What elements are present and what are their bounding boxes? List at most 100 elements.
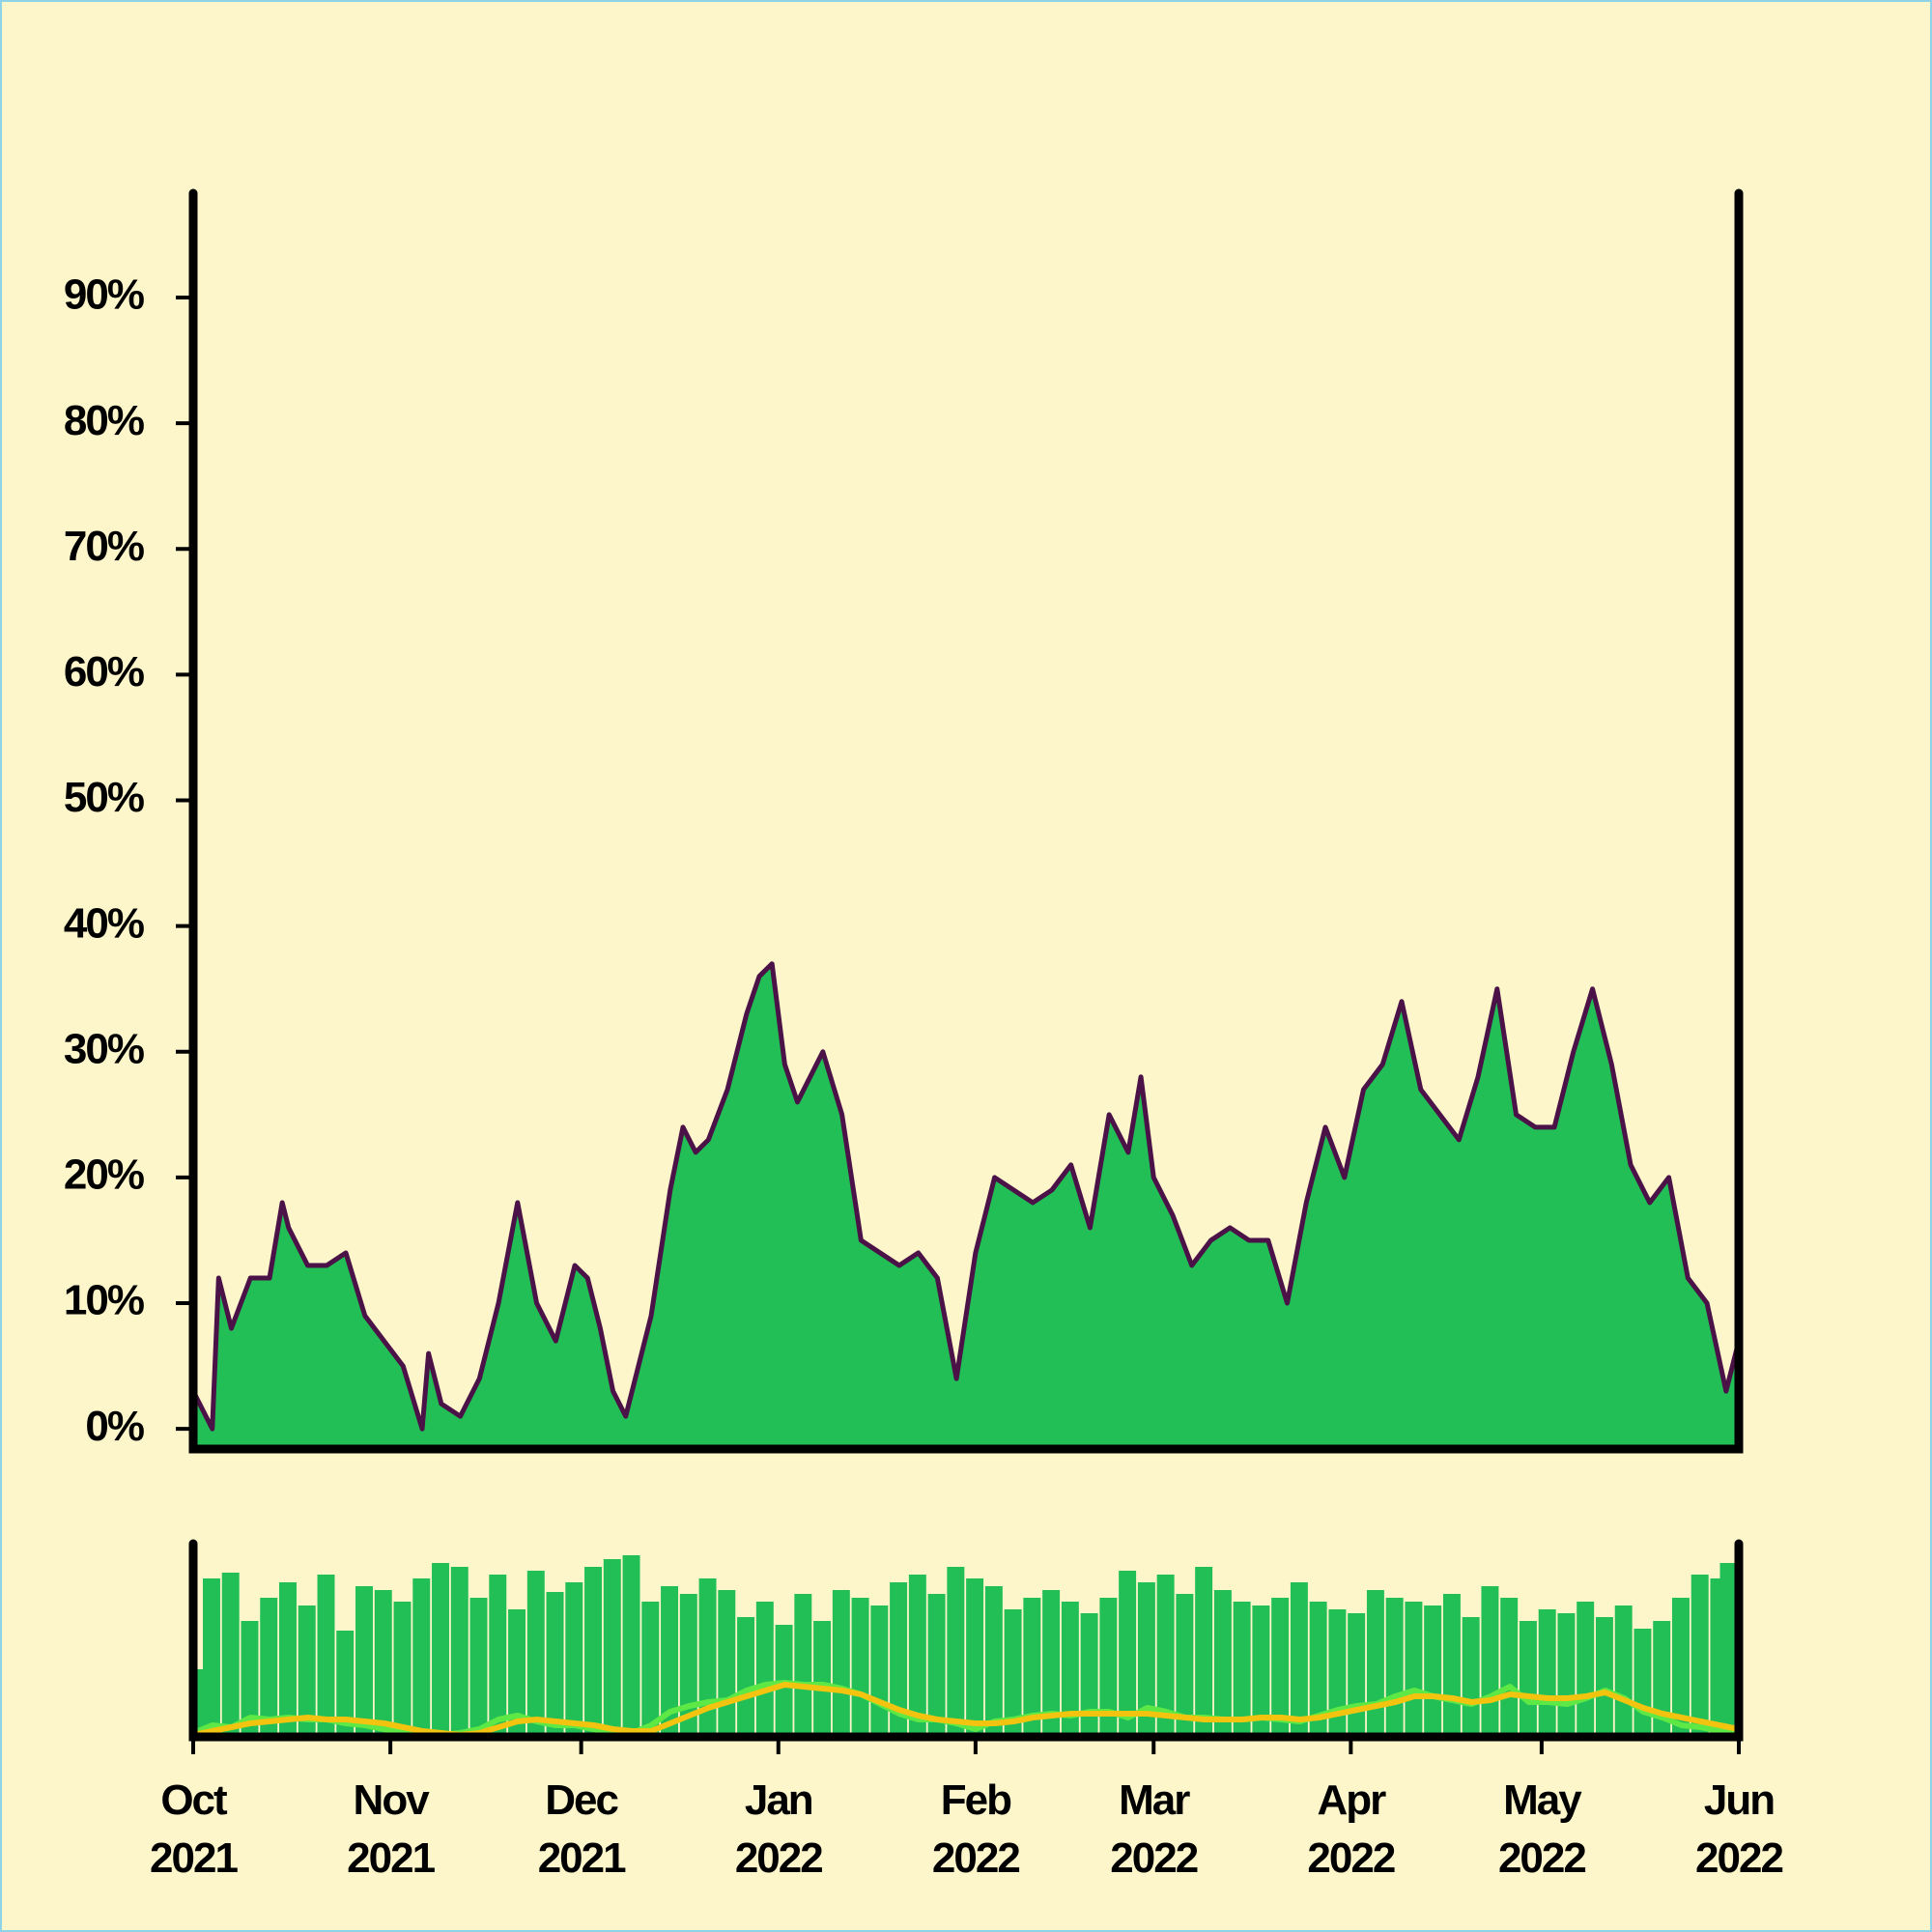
bar bbox=[489, 1575, 507, 1737]
x-tick-label-line: 2021 bbox=[347, 1834, 435, 1882]
area-fill bbox=[193, 963, 1739, 1449]
bar bbox=[1271, 1598, 1290, 1737]
bar bbox=[851, 1598, 869, 1737]
bar bbox=[737, 1617, 755, 1737]
bar bbox=[260, 1598, 278, 1737]
bar bbox=[698, 1578, 717, 1737]
x-tick-label-line: 2022 bbox=[932, 1834, 1019, 1882]
bar bbox=[1519, 1621, 1537, 1737]
bar bbox=[661, 1586, 679, 1737]
bar bbox=[1462, 1617, 1480, 1737]
bar bbox=[1099, 1598, 1118, 1737]
bar bbox=[794, 1594, 812, 1737]
bar bbox=[1481, 1586, 1499, 1737]
x-tick-label-line: Oct bbox=[160, 1776, 228, 1824]
x-tick-label-line: Feb bbox=[941, 1776, 1011, 1824]
bar bbox=[813, 1621, 832, 1737]
x-tick-label: Nov 2021 bbox=[347, 1776, 435, 1882]
bar bbox=[1042, 1590, 1061, 1737]
bar bbox=[870, 1605, 889, 1737]
bar bbox=[317, 1575, 335, 1737]
bar bbox=[1424, 1605, 1442, 1737]
bar bbox=[355, 1586, 373, 1737]
bar bbox=[508, 1609, 526, 1737]
bar bbox=[1080, 1613, 1098, 1737]
bar bbox=[1595, 1617, 1613, 1737]
bar bbox=[641, 1602, 660, 1737]
bar bbox=[279, 1582, 297, 1737]
bar bbox=[1137, 1582, 1155, 1737]
y-tick-label: 80% bbox=[64, 397, 144, 444]
bar bbox=[1004, 1609, 1022, 1737]
bar bbox=[1385, 1598, 1404, 1737]
axes bbox=[188, 1539, 1744, 1742]
x-tick-label-line: Apr bbox=[1317, 1776, 1386, 1824]
x-tick-label-line: 2022 bbox=[1498, 1834, 1585, 1882]
bar bbox=[927, 1594, 946, 1737]
y-tick-label: 30% bbox=[64, 1025, 144, 1072]
bar bbox=[1328, 1609, 1347, 1737]
bar bbox=[1119, 1571, 1137, 1737]
bar bbox=[546, 1592, 564, 1737]
x-tick-label-line: Jun bbox=[1704, 1776, 1774, 1824]
bar bbox=[412, 1578, 431, 1737]
bar bbox=[432, 1563, 449, 1737]
bar bbox=[1348, 1613, 1366, 1737]
x-tick-label: May 2022 bbox=[1498, 1776, 1585, 1882]
bar bbox=[1309, 1602, 1327, 1737]
axes bbox=[188, 188, 1744, 1454]
bar bbox=[221, 1573, 240, 1737]
bar bbox=[1405, 1602, 1423, 1737]
y-tick-label: 10% bbox=[64, 1277, 144, 1324]
y-tick-label: 40% bbox=[64, 899, 144, 947]
bar bbox=[1213, 1590, 1232, 1737]
bar bbox=[832, 1590, 850, 1737]
y-tick-label: 0% bbox=[85, 1403, 143, 1450]
bar bbox=[947, 1567, 965, 1737]
bar bbox=[890, 1582, 908, 1737]
x-tick-label-line: 2022 bbox=[1110, 1834, 1197, 1882]
bar bbox=[1176, 1594, 1194, 1737]
bar bbox=[1366, 1590, 1384, 1737]
bar bbox=[1061, 1602, 1079, 1737]
bar bbox=[1290, 1582, 1308, 1737]
x-tick-label: Apr 2022 bbox=[1307, 1776, 1394, 1882]
bar bbox=[966, 1578, 984, 1737]
bar bbox=[1719, 1563, 1738, 1737]
bar bbox=[1023, 1598, 1041, 1737]
x-tick-label: Oct 2021 bbox=[150, 1776, 238, 1882]
bar bbox=[1252, 1605, 1270, 1737]
bar bbox=[603, 1559, 621, 1737]
bar bbox=[1653, 1621, 1671, 1737]
x-tick-label-line: Dec bbox=[545, 1776, 618, 1824]
x-tick-label-line: 2022 bbox=[1695, 1834, 1782, 1882]
x-tick-label-line: 2022 bbox=[1307, 1834, 1394, 1882]
bar bbox=[374, 1590, 392, 1737]
bar bbox=[1577, 1602, 1595, 1737]
x-tick-label-line: Mar bbox=[1119, 1776, 1190, 1824]
bar bbox=[755, 1602, 774, 1737]
x-tick-label: Feb 2022 bbox=[932, 1776, 1019, 1882]
bar bbox=[1538, 1609, 1556, 1737]
bar bbox=[622, 1555, 640, 1737]
bar bbox=[1614, 1605, 1633, 1737]
bar bbox=[1671, 1598, 1690, 1737]
bar bbox=[336, 1631, 355, 1737]
x-tick-label-line: Nov bbox=[354, 1776, 431, 1824]
bar bbox=[718, 1590, 736, 1737]
x-tick-label: Jan 2022 bbox=[735, 1776, 822, 1882]
bar bbox=[1156, 1575, 1175, 1737]
bar bbox=[984, 1586, 1003, 1737]
x-tick-label-line: May bbox=[1503, 1776, 1582, 1824]
bar bbox=[584, 1567, 603, 1737]
x-tick-label: Mar 2022 bbox=[1110, 1776, 1197, 1882]
bar bbox=[1690, 1575, 1709, 1737]
bar bbox=[565, 1582, 583, 1737]
bar bbox=[393, 1602, 412, 1737]
bar bbox=[679, 1594, 697, 1737]
bar bbox=[526, 1571, 545, 1737]
bar bbox=[450, 1567, 469, 1737]
x-tick-label: Jun 2022 bbox=[1695, 1776, 1782, 1882]
y-tick-label: 20% bbox=[64, 1151, 144, 1199]
